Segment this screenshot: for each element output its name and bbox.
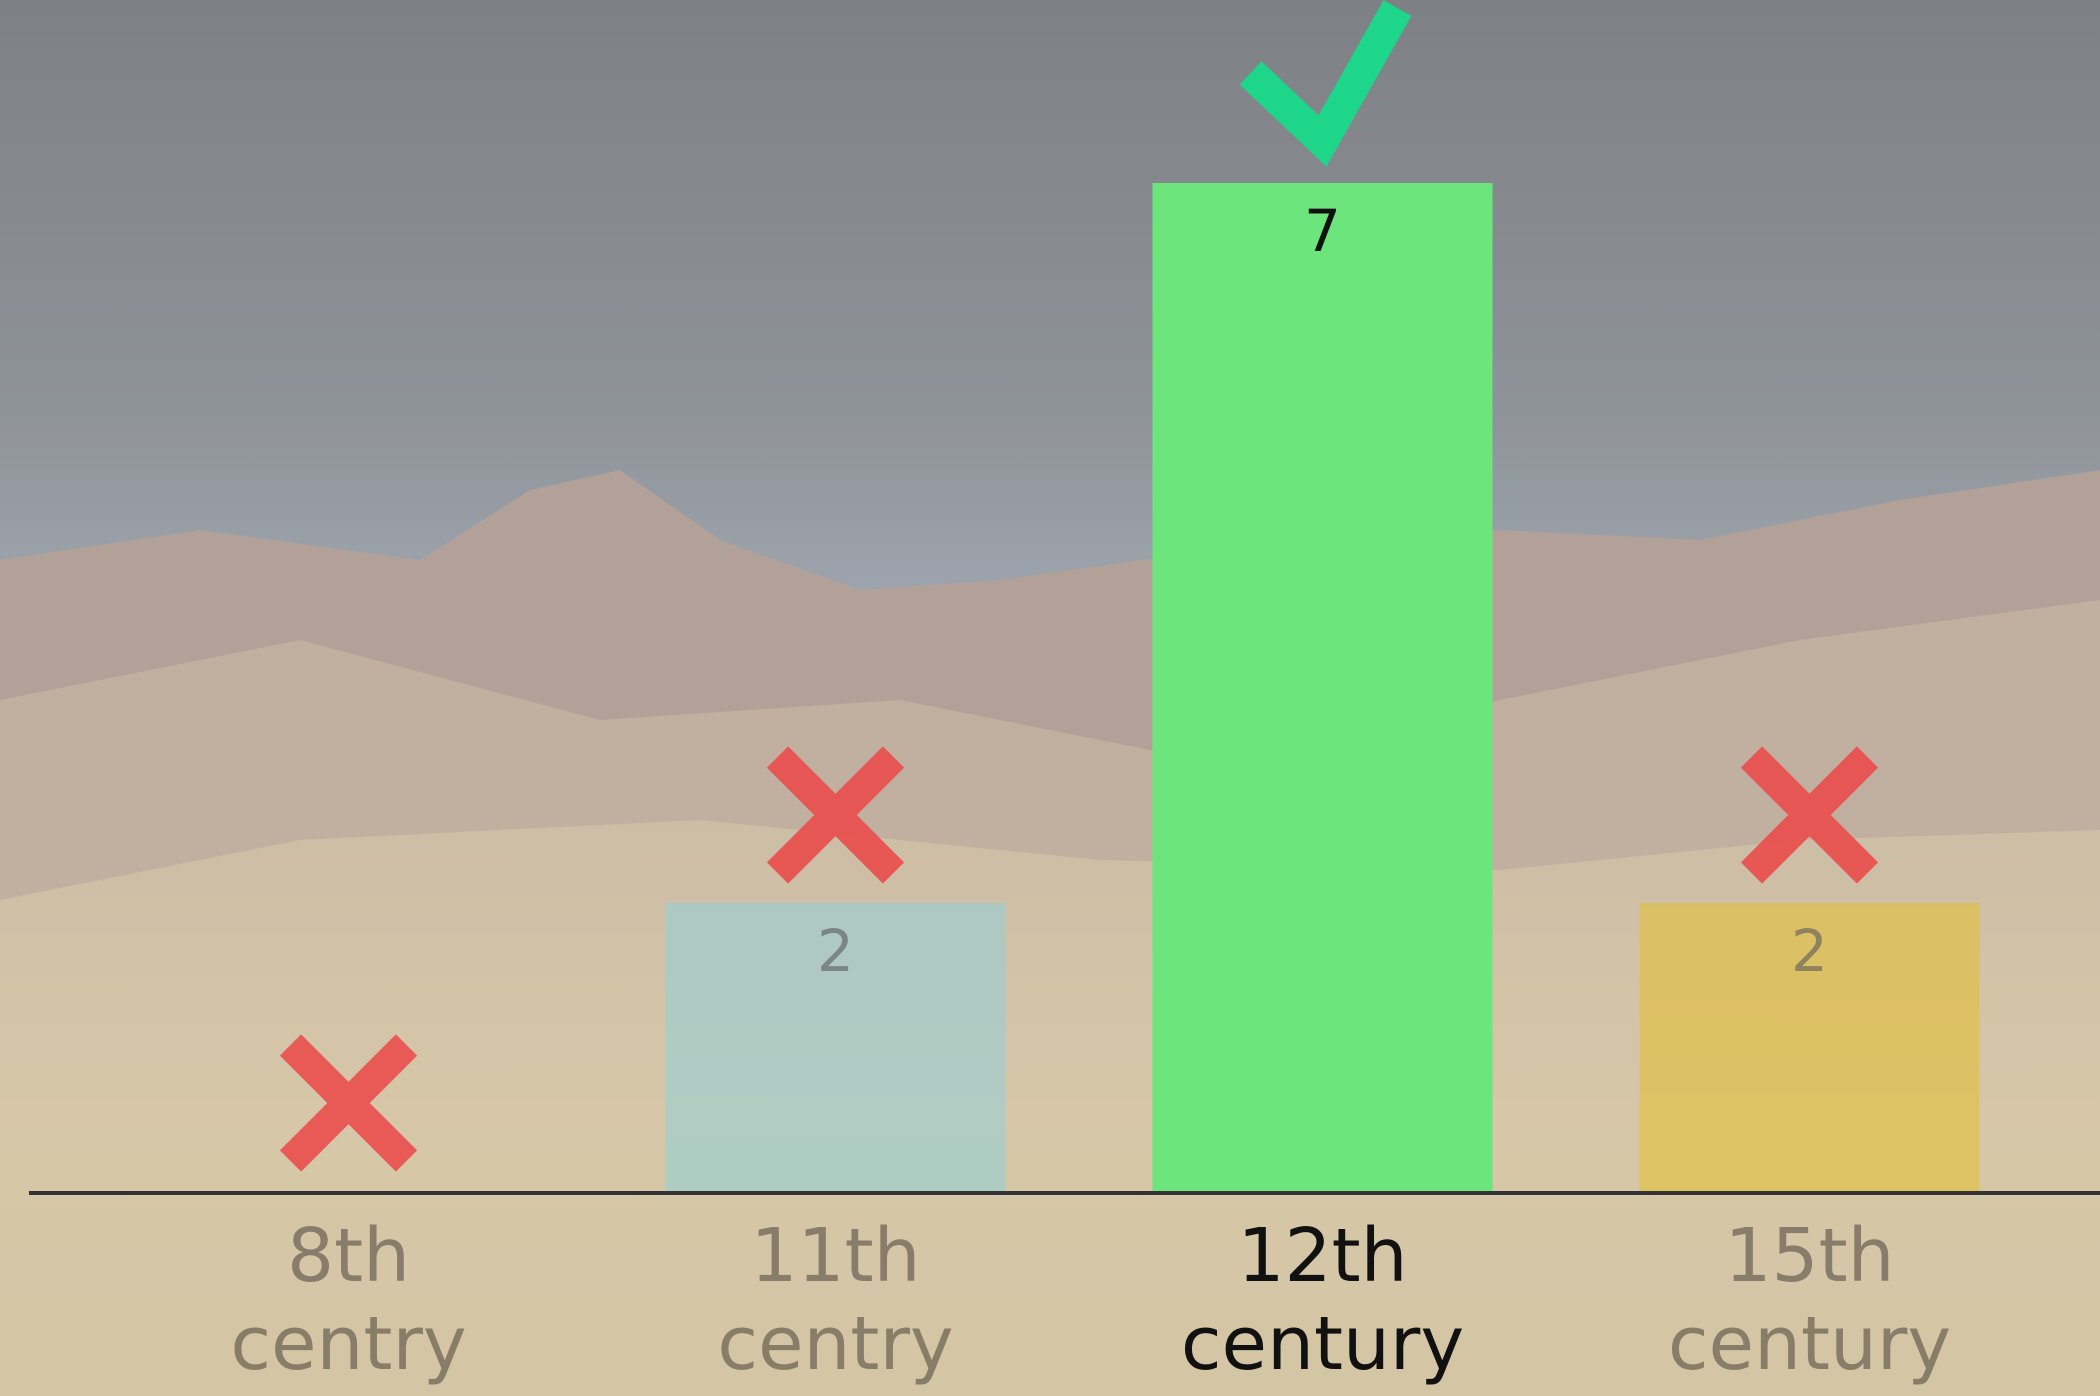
correct-icon [1239, 0, 1412, 167]
category-label: 8th centry [230, 1213, 467, 1387]
bar [1639, 903, 1980, 1191]
category-label: 11th centry [717, 1213, 954, 1387]
wrong-icon [766, 746, 905, 884]
value-label: 2 [1791, 917, 1828, 985]
category-label: 12th century [1180, 1213, 1465, 1387]
wrong-icon [279, 1034, 418, 1172]
category-label: 15th century [1667, 1213, 1952, 1387]
bar [665, 903, 1006, 1191]
bar [1152, 183, 1493, 1191]
wrong-icon [1740, 746, 1879, 884]
value-label: 7 [1304, 197, 1341, 265]
desert [0, 820, 2100, 1396]
value-label: 2 [817, 917, 854, 985]
